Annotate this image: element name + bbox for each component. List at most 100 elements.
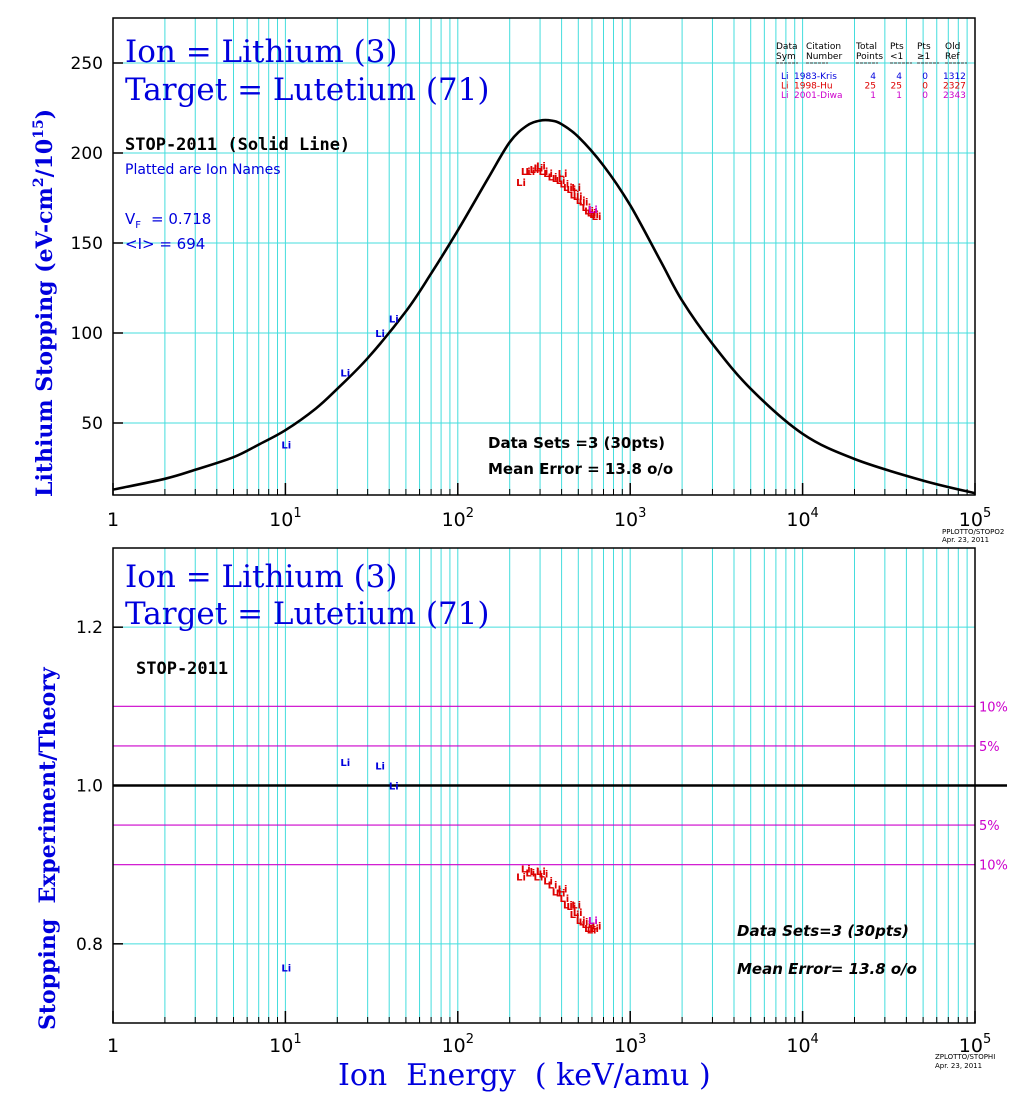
x-tick-label: 105 xyxy=(959,1032,991,1057)
data-point: Li xyxy=(530,867,540,878)
x-tick-base: 10 xyxy=(959,509,983,531)
bottom-title-line-2: Target = Lutetium (71) xyxy=(125,596,489,632)
x-tick-exponent: 3 xyxy=(638,506,646,521)
legend-header: ≥1 xyxy=(917,52,930,62)
data-point: Li xyxy=(579,198,589,209)
data-point: Li xyxy=(281,441,291,452)
x-tick-label: 104 xyxy=(786,1032,818,1057)
legend-header: Points xyxy=(856,52,883,62)
x-tick-base: 10 xyxy=(959,1035,983,1057)
data-point: Li xyxy=(587,208,597,219)
data-point: Li xyxy=(592,922,602,933)
ylabel-part-mid: /10 xyxy=(32,139,58,178)
stopping-panel: LiLiLiLiLiLiLiLiLiLiLiLiLiLiLiLiLiLiLiLi… xyxy=(31,17,1004,544)
theory-label: STOP-2011 (Solid Line) xyxy=(125,135,350,155)
data-point: Li xyxy=(548,880,558,891)
legend-cell: 2327 xyxy=(943,82,966,92)
top-grid xyxy=(113,18,975,495)
data-point: Li xyxy=(389,315,399,326)
data-point: Li xyxy=(563,183,573,194)
x-tick-base: 10 xyxy=(614,1035,638,1057)
plotted-note: Platted are Ion Names xyxy=(125,162,281,178)
data-point: Li xyxy=(581,203,591,214)
data-point: Li xyxy=(556,888,566,899)
data-point: Li xyxy=(584,207,594,218)
x-tick-label: 101 xyxy=(269,1032,301,1057)
data-point: Li xyxy=(579,918,589,929)
legend-cell: 4 xyxy=(896,72,902,82)
legend-header: Number xyxy=(806,52,842,62)
data-point: Li xyxy=(589,210,599,221)
data-point: Li xyxy=(559,180,569,191)
data-point: Li xyxy=(588,205,598,216)
top-y-axis-label: Lithium Stopping (eV-cm2/1015) xyxy=(31,109,58,497)
data-point: Li xyxy=(534,163,544,174)
top-plot-frame xyxy=(112,17,976,496)
y-tick-label: 250 xyxy=(71,54,103,74)
x-tick-base: 10 xyxy=(269,1035,293,1057)
mean-excitation: <I> = 694 xyxy=(125,235,205,253)
data-point: Li xyxy=(389,782,399,793)
x-tick-label: 1 xyxy=(107,509,119,531)
x-tick-base: 10 xyxy=(442,1035,466,1057)
data-point: Li xyxy=(552,174,562,185)
data-point: Li xyxy=(563,900,573,911)
legend-header: Pts xyxy=(917,42,931,52)
data-point: Li xyxy=(587,926,597,937)
y-tick-label: 200 xyxy=(71,144,103,164)
legend-cell: Li xyxy=(781,82,789,92)
legend-header: Ref xyxy=(945,52,960,62)
legend-cell: 0 xyxy=(922,72,928,82)
x-tick-base: 10 xyxy=(786,509,810,531)
top-stamp-2: Apr. 23, 2011 xyxy=(942,536,989,544)
data-point: Li xyxy=(552,888,562,899)
x-tick-exponent: 4 xyxy=(811,506,819,521)
data-point: Li xyxy=(576,196,586,207)
data-point: Li xyxy=(571,183,581,194)
data-point: Li xyxy=(539,869,549,880)
data-point: Li xyxy=(571,900,581,911)
data-point: Li xyxy=(534,873,544,884)
data-point: Li xyxy=(525,869,535,880)
data-point: Li xyxy=(558,169,568,180)
data-point: Li xyxy=(516,873,526,884)
data-point: Li xyxy=(559,894,569,905)
fermi-velocity-subscript: F xyxy=(135,220,141,231)
x-tick-exponent: 2 xyxy=(466,506,474,521)
ylabel-part-exp15: 15 xyxy=(31,119,47,138)
legend-header: Pts xyxy=(890,42,904,52)
x-tick-label: 104 xyxy=(786,506,818,531)
data-point: Li xyxy=(558,884,568,895)
data-point: Li xyxy=(570,190,580,201)
legend-cell: 2001-Diwa xyxy=(794,91,842,101)
legend-header: <1 xyxy=(890,52,903,62)
legend-table: DataSymCitationNumberTotalPointsPts<1Pts… xyxy=(776,42,967,101)
data-point: Li xyxy=(521,167,531,178)
data-point: Li xyxy=(584,924,594,935)
data-point: Li xyxy=(573,192,583,203)
data-point: Li xyxy=(548,172,558,183)
legend-header: Total xyxy=(855,42,877,52)
data-point: Li xyxy=(543,877,553,888)
data-point: Li xyxy=(573,908,583,919)
x-tick-base: 1 xyxy=(107,1035,119,1057)
data-point: Li xyxy=(521,865,531,876)
data-point: Li xyxy=(530,165,540,176)
data-point: Li xyxy=(536,867,546,878)
x-tick-label: 103 xyxy=(614,506,646,531)
top-curve-layer xyxy=(112,118,976,495)
tolerance-band-label: 10% xyxy=(979,700,1008,715)
y-tick-label: 100 xyxy=(71,324,103,344)
data-point: Li xyxy=(340,758,350,769)
x-tick-exponent: 2 xyxy=(466,1032,474,1047)
data-point: Li xyxy=(536,162,546,173)
x-tick-exponent: 5 xyxy=(983,506,991,521)
data-point: Li xyxy=(375,762,385,773)
tolerance-band-label: 5% xyxy=(979,819,1000,834)
x-tick-label: 105 xyxy=(959,506,991,531)
data-point: Li xyxy=(592,212,602,223)
data-point: Li xyxy=(589,924,599,935)
ylabel-part-exp2: 2 xyxy=(31,177,47,187)
